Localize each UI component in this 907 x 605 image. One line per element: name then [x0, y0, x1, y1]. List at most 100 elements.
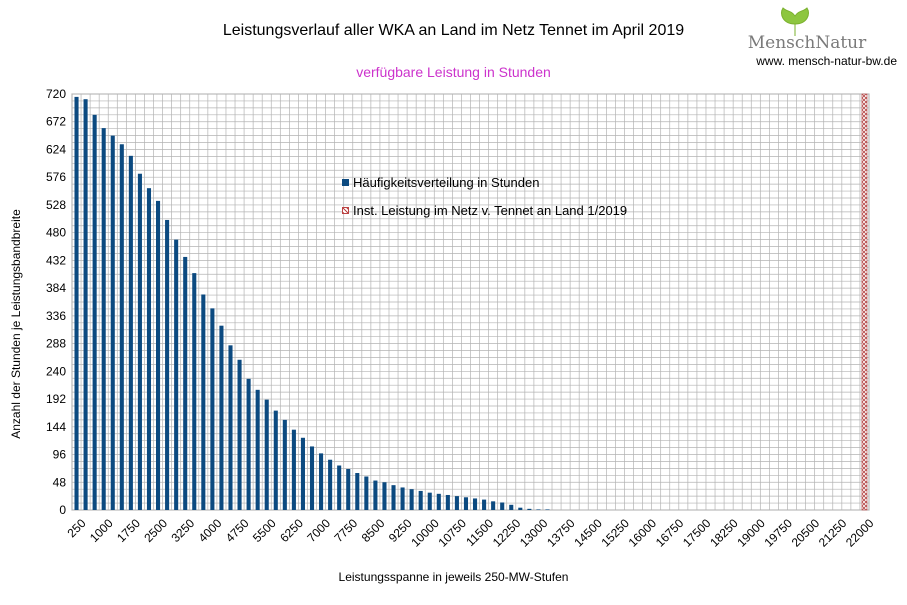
grid [71, 93, 870, 511]
logo-url[interactable]: www. mensch-natur-bw.de [756, 54, 897, 68]
legend-item-installed: Inst. Leistung im Netz v. Tennet an Land… [342, 202, 628, 218]
bar [500, 502, 505, 510]
x-tick-label: 1000 [87, 516, 116, 545]
bar [156, 200, 161, 510]
bar [427, 492, 432, 510]
logo: MenschNatur [737, 7, 877, 68]
y-axis-label: Anzahl der Stunden je Leistungsbandbreit… [9, 209, 23, 439]
bar [391, 485, 396, 510]
x-tick-label: 16000 [626, 516, 660, 550]
x-tick-label: 16750 [653, 516, 687, 550]
x-tick-label: 3250 [168, 516, 197, 545]
installed-capacity-series [861, 93, 868, 511]
x-tick-label: 14500 [571, 516, 605, 550]
bar [219, 325, 224, 510]
bar [463, 497, 469, 510]
bar [518, 507, 523, 510]
bar-series [74, 96, 550, 511]
bar [328, 459, 333, 510]
bar [300, 437, 305, 510]
x-tick-label: 10750 [435, 516, 469, 550]
x-tick-label: 17500 [680, 516, 714, 550]
bar [409, 489, 414, 510]
y-tick-label: 48 [53, 475, 67, 489]
bar [74, 96, 79, 510]
x-tick-label: 250 [65, 516, 89, 540]
x-tick-label: 7000 [304, 516, 333, 545]
bar [382, 482, 387, 510]
bar [373, 480, 378, 510]
installed-capacity-bar [861, 93, 868, 511]
y-tick-label: 384 [46, 281, 66, 295]
x-tick-label: 18250 [707, 516, 741, 550]
chart-title: Leistungsverlauf aller WKA an Land im Ne… [222, 22, 685, 39]
x-tick-label: 5500 [250, 516, 279, 545]
y-tick-label: 0 [59, 503, 66, 517]
bar [337, 465, 342, 510]
x-tick-label: 1750 [114, 516, 143, 545]
legend-label-installed: Inst. Leistung im Netz v. Tennet an Land… [353, 202, 628, 218]
x-tick-label: 4000 [196, 516, 225, 545]
y-tick-label: 288 [46, 337, 66, 351]
bar [527, 508, 532, 510]
bar [364, 476, 369, 510]
y-tick-label: 576 [46, 170, 66, 184]
chart-subtitle: verfügbare Leistung in Stunden [356, 64, 551, 80]
x-tick-label: 20500 [789, 516, 823, 550]
bar [210, 308, 215, 510]
x-tick-label: 7750 [332, 516, 361, 545]
bar [83, 99, 88, 510]
bar [400, 487, 405, 510]
bar [264, 399, 269, 510]
legend-label-frequency: Häufigkeitsverteilung in Stunden [353, 174, 540, 190]
x-tick-label: 2500 [141, 516, 170, 545]
bar [237, 359, 242, 510]
bar [128, 155, 133, 511]
legend-swatch-hatch [342, 206, 349, 214]
y-tick-label: 336 [46, 309, 66, 323]
x-tick-label: 13750 [544, 516, 578, 550]
x-tick-label: 19750 [762, 516, 796, 550]
bar [346, 468, 351, 510]
bar [110, 135, 115, 510]
bar [255, 389, 260, 510]
legend-item-frequency: Häufigkeitsverteilung in Stunden [342, 174, 627, 190]
y-tick-label: 432 [46, 253, 66, 267]
bar [491, 501, 496, 510]
ginkgo-leaf-icon [781, 7, 809, 36]
bar [309, 446, 315, 510]
bar [509, 504, 514, 510]
bar [445, 494, 450, 510]
bar [536, 509, 541, 510]
bar [201, 294, 206, 510]
y-tick-label: 672 [46, 115, 66, 129]
bar [228, 345, 233, 510]
x-tick-label: 6250 [277, 516, 306, 545]
bar [246, 378, 251, 510]
y-tick-label: 528 [46, 198, 66, 212]
y-tick-label: 192 [46, 392, 66, 406]
x-tick-label: 22000 [843, 516, 877, 550]
x-tick-label: 21250 [816, 516, 850, 550]
bar [192, 273, 197, 510]
bar [273, 410, 278, 510]
x-tick-label: 11500 [463, 516, 496, 549]
bar [545, 509, 550, 510]
x-tick-label: 13000 [517, 516, 551, 550]
y-tick-label: 624 [46, 142, 66, 156]
legend-swatch-bar [342, 178, 349, 186]
y-tick-label: 720 [46, 87, 66, 101]
y-tick-label: 96 [53, 448, 67, 462]
x-tick-label: 4750 [223, 516, 252, 545]
y-axis: 0 48 96 144 192 240 288 336 384 432 480 528 576 624 67… [46, 87, 66, 517]
bar [436, 493, 441, 510]
x-tick-label: 8500 [359, 516, 388, 545]
x-tick-label: 15250 [598, 516, 632, 550]
bar [355, 473, 360, 510]
x-axis: 2501000175025003250400047505500625070007… [65, 516, 877, 550]
x-axis-label: Leistungsspanne in jeweils 250-MW-Stufen [338, 570, 569, 584]
x-tick-label: 19000 [734, 516, 768, 550]
bar [101, 128, 106, 511]
bar [92, 114, 97, 511]
